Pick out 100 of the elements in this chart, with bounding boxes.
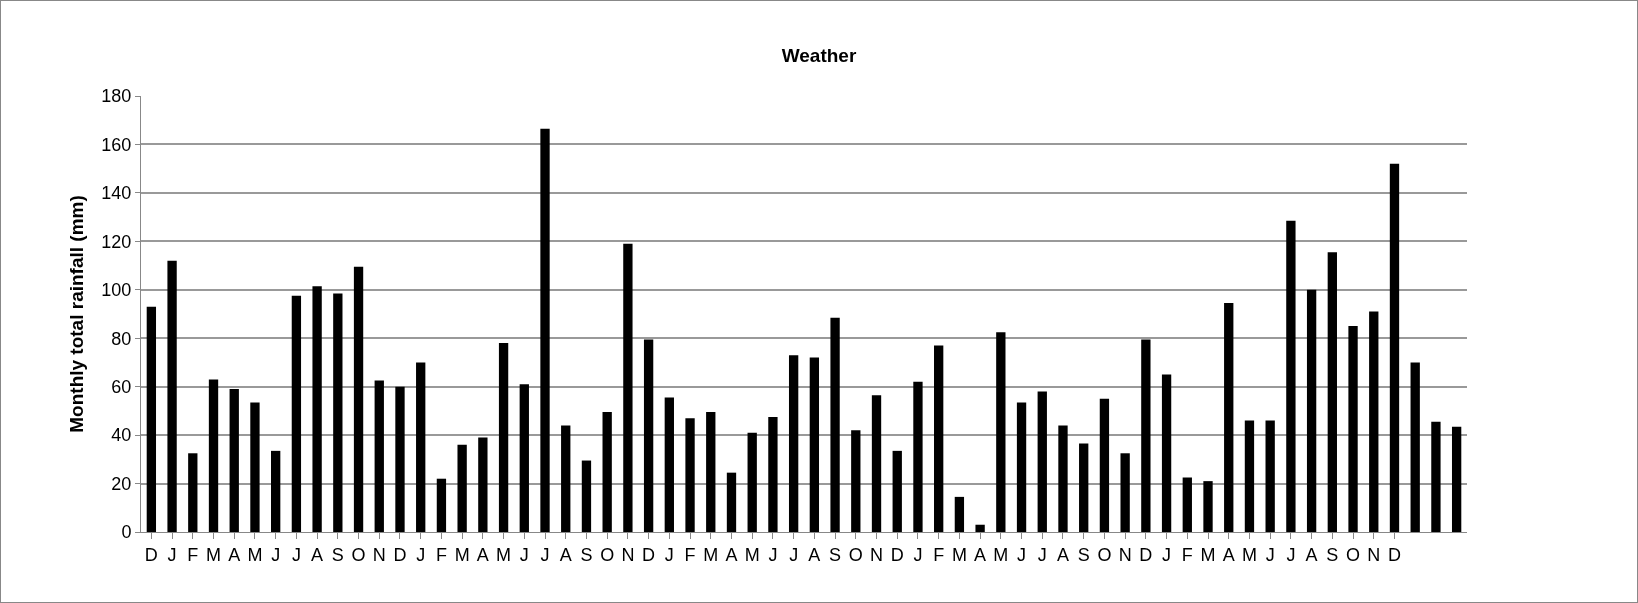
x-tick-label: A — [974, 544, 987, 565]
bar — [167, 260, 177, 532]
x-tick-label: M — [703, 544, 719, 565]
y-tick-label: 20 — [111, 473, 132, 494]
x-tick-label: M — [744, 544, 760, 565]
x-tick-label: D — [642, 544, 656, 565]
bar — [250, 402, 260, 532]
bar — [1306, 289, 1317, 532]
bar — [913, 381, 923, 532]
x-tick-label: D — [890, 544, 904, 565]
bar — [871, 395, 882, 532]
bar — [975, 524, 985, 532]
x-tick-label: M — [454, 544, 470, 565]
bar — [1265, 420, 1275, 532]
x-tick-label: O — [1346, 544, 1361, 565]
y-tick-label: 40 — [111, 425, 132, 446]
x-tick-label: D — [393, 544, 407, 565]
x-tick-label: F — [187, 544, 199, 565]
bar — [1141, 339, 1151, 532]
bar — [1182, 477, 1192, 532]
bar — [561, 425, 571, 532]
bar — [706, 412, 716, 532]
x-tick-label: A — [311, 544, 324, 565]
x-tick-label: J — [1265, 544, 1275, 565]
x-tick-label: F — [684, 544, 696, 565]
bar — [333, 293, 343, 532]
x-tick-label: M — [496, 544, 512, 565]
bar — [726, 472, 737, 532]
x-tick-label: J — [416, 544, 426, 565]
bar — [996, 332, 1006, 532]
bar — [519, 384, 529, 532]
bar — [229, 389, 239, 532]
x-tick-label: J — [1286, 544, 1296, 565]
x-tick-label: N — [1118, 544, 1132, 565]
bar — [809, 357, 820, 532]
bar — [1099, 398, 1110, 532]
x-tick-label: A — [1305, 544, 1318, 565]
x-tick-label: N — [621, 544, 635, 565]
chart-title: Weather — [781, 45, 857, 67]
x-tick-label: F — [435, 544, 447, 565]
x-tick-label: A — [725, 544, 738, 565]
bar — [208, 379, 219, 532]
bar — [1369, 311, 1379, 532]
bar — [1161, 374, 1172, 532]
bar — [581, 460, 592, 532]
bar — [146, 306, 157, 532]
bar — [623, 243, 633, 532]
x-tick-label: J — [1017, 544, 1027, 565]
bar — [685, 418, 695, 532]
bar — [395, 386, 405, 532]
bar — [1286, 220, 1296, 532]
x-tick-label: M — [1241, 544, 1257, 565]
bar — [353, 266, 364, 532]
bar — [1224, 303, 1234, 532]
bar — [1389, 163, 1400, 532]
x-tick-label: A — [808, 544, 821, 565]
y-tick-label: 100 — [101, 280, 132, 301]
x-tick-label: A — [228, 544, 241, 565]
x-tick-label: F — [933, 544, 945, 565]
bar — [416, 362, 426, 532]
x-tick-label: F — [1181, 544, 1193, 565]
x-tick-label: A — [559, 544, 572, 565]
bar — [291, 295, 302, 532]
x-tick-label: S — [580, 544, 593, 565]
x-tick-label: M — [206, 544, 222, 565]
bar — [768, 416, 778, 532]
bar — [1431, 421, 1441, 532]
bar — [954, 496, 965, 532]
bar — [1120, 453, 1130, 532]
x-tick-label: J — [1037, 544, 1047, 565]
x-tick-label: J — [519, 544, 529, 565]
x-tick-label: J — [913, 544, 923, 565]
bar — [1016, 402, 1027, 532]
x-tick-label: N — [870, 544, 884, 565]
bar — [1410, 362, 1420, 532]
y-tick-label: 160 — [101, 134, 132, 155]
x-tick-label: N — [372, 544, 386, 565]
x-tick-label: A — [1056, 544, 1069, 565]
bar — [1079, 443, 1089, 532]
x-tick-label: O — [1097, 544, 1112, 565]
bar — [436, 478, 447, 532]
x-tick-label: A — [1222, 544, 1235, 565]
x-tick-label: S — [829, 544, 842, 565]
bar — [457, 444, 467, 532]
x-tick-label: J — [167, 544, 177, 565]
bar — [1451, 426, 1462, 532]
x-tick-label: J — [291, 544, 301, 565]
y-tick-label: 140 — [101, 183, 132, 204]
bar — [478, 437, 488, 532]
x-tick-label: D — [1387, 544, 1401, 565]
x-tick-label: D — [1139, 544, 1153, 565]
y-tick-label: 60 — [111, 376, 132, 397]
bar — [830, 317, 840, 532]
bar — [188, 453, 198, 532]
x-tick-label: A — [476, 544, 489, 565]
bar — [664, 397, 674, 532]
x-tick-label: J — [1162, 544, 1172, 565]
x-tick-label: J — [664, 544, 674, 565]
x-tick-label: S — [331, 544, 344, 565]
bar — [643, 339, 654, 532]
